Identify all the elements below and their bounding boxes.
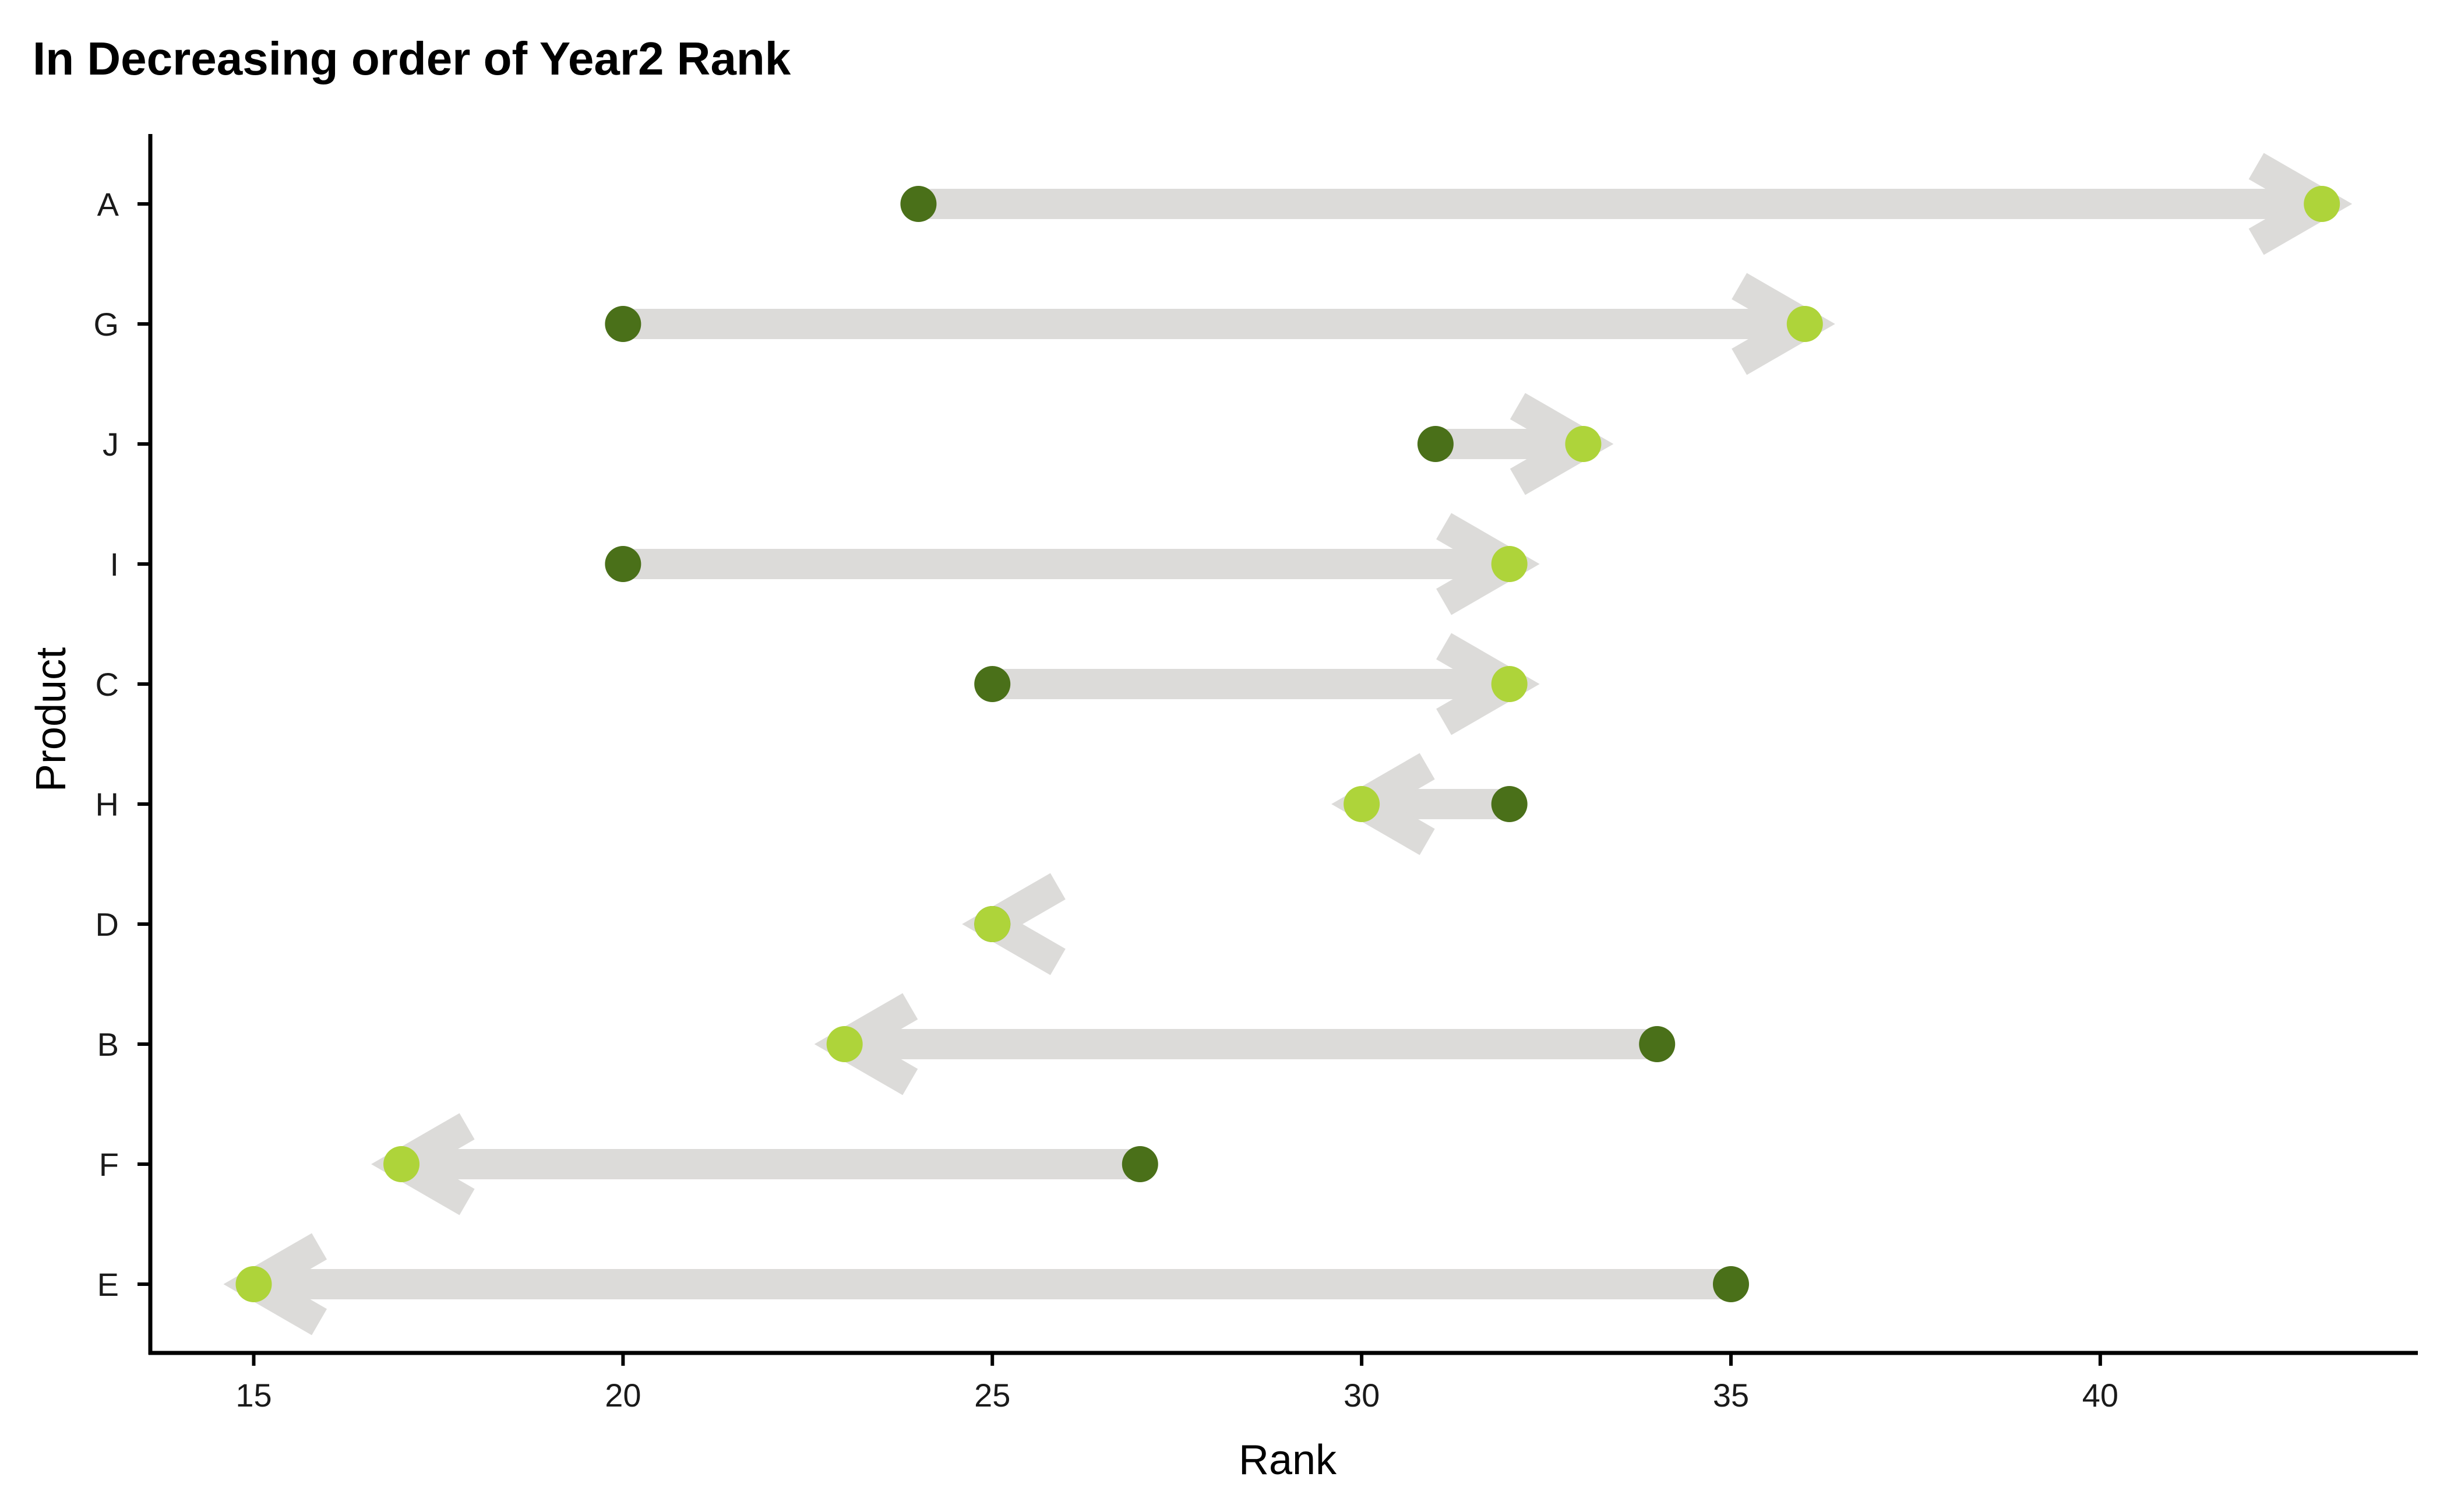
start-point xyxy=(1417,426,1454,462)
start-point xyxy=(900,186,937,222)
x-tick-label: 35 xyxy=(1713,1377,1749,1414)
start-point xyxy=(605,306,641,342)
end-point xyxy=(1786,306,1823,342)
y-tick-label: B xyxy=(97,1026,119,1063)
start-point xyxy=(1122,1146,1158,1182)
row-J xyxy=(1417,393,1614,495)
end-point xyxy=(1565,426,1602,462)
y-tick-label: H xyxy=(96,786,119,823)
row-I xyxy=(605,513,1540,615)
marks-layer xyxy=(223,153,2353,1335)
x-tick-label: 15 xyxy=(235,1377,272,1414)
y-tick-label: I xyxy=(110,546,119,583)
x-tick-label: 25 xyxy=(974,1377,1010,1414)
x-tick-label: 40 xyxy=(2082,1377,2118,1414)
y-tick-label: C xyxy=(96,666,119,703)
row-G xyxy=(605,273,1835,375)
row-H xyxy=(1331,753,1528,855)
y-axis-title: Product xyxy=(28,647,75,792)
chart-title: In Decreasing order of Year2 Rank xyxy=(33,33,791,84)
row-B xyxy=(814,993,1676,1095)
row-A xyxy=(900,153,2353,255)
start-point xyxy=(1712,1266,1749,1302)
end-point xyxy=(235,1266,272,1302)
axes-layer: A G J I C H D B F E 15 20 25 30 35 40 xyxy=(93,134,2418,1414)
y-tick-label: D xyxy=(96,906,119,943)
end-point xyxy=(1344,786,1380,822)
y-tick-label: J xyxy=(103,426,119,463)
row-D xyxy=(962,873,1066,975)
row-E xyxy=(223,1233,1749,1335)
x-axis-title: Rank xyxy=(1239,1437,1337,1483)
y-tick-label: A xyxy=(97,186,119,223)
x-tick-label: 20 xyxy=(605,1377,641,1414)
end-point xyxy=(383,1146,420,1182)
row-F xyxy=(371,1113,1158,1215)
end-point xyxy=(974,906,1011,942)
start-point xyxy=(1639,1026,1676,1062)
end-point xyxy=(1491,546,1528,582)
end-point xyxy=(826,1026,863,1062)
end-point xyxy=(2304,186,2340,222)
row-C xyxy=(974,633,1540,735)
start-point xyxy=(605,546,641,582)
y-tick-label: G xyxy=(93,306,119,343)
y-tick-label: F xyxy=(99,1146,119,1183)
y-tick-label: E xyxy=(97,1266,119,1303)
x-tick-label: 30 xyxy=(1344,1377,1380,1414)
start-point xyxy=(974,666,1011,702)
end-point xyxy=(1491,666,1528,702)
start-point xyxy=(1491,786,1528,822)
